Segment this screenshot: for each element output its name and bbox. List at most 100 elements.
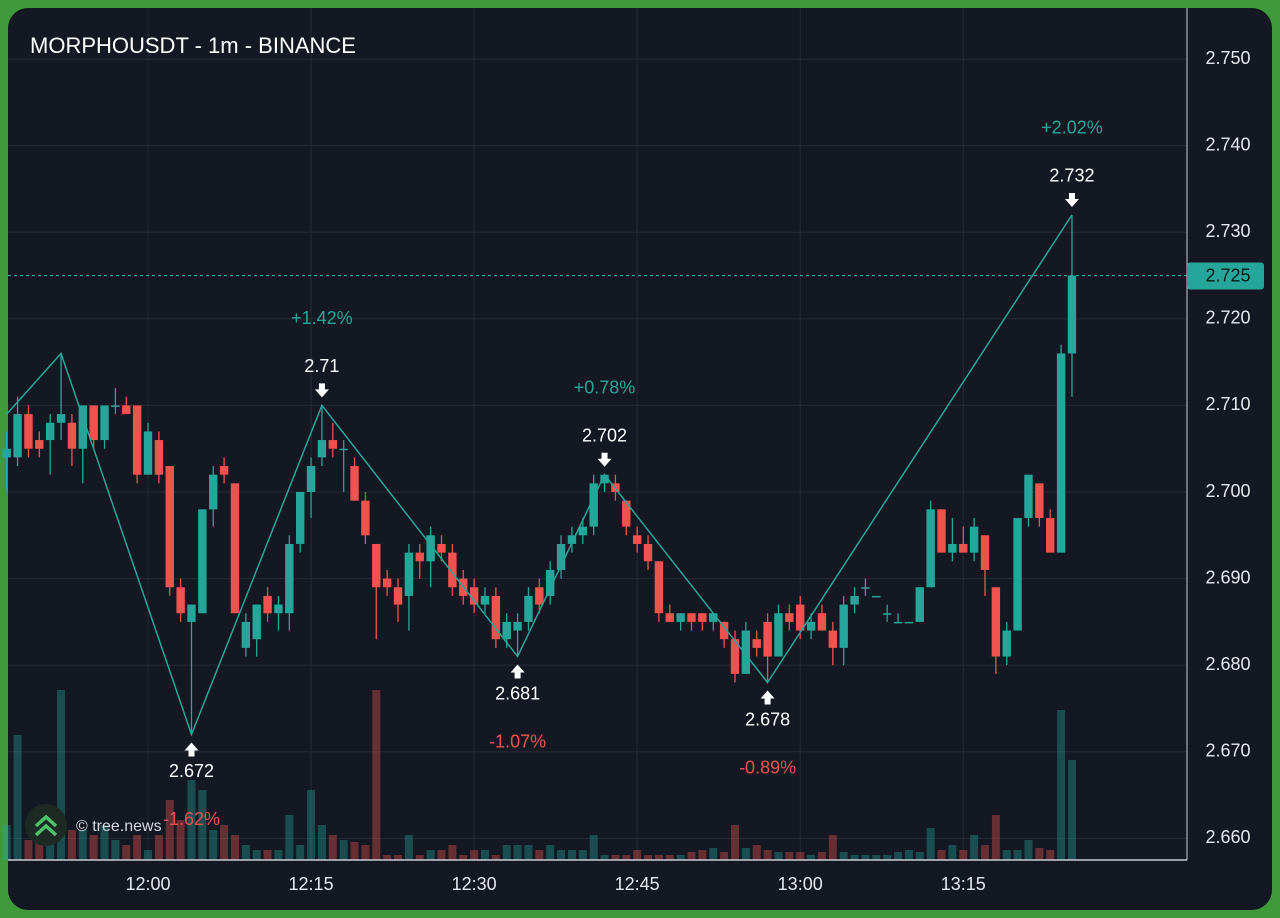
candle-body — [198, 509, 207, 614]
candle-body — [111, 405, 120, 407]
volume-bar — [328, 835, 337, 860]
volume-bar — [926, 828, 935, 860]
volume-bar — [350, 842, 359, 860]
y-tick-label: 2.730 — [1205, 221, 1250, 241]
candle-body — [328, 440, 337, 449]
x-tick-label: 12:00 — [125, 874, 170, 894]
pivot-arrow — [597, 452, 612, 467]
candle-body — [448, 552, 457, 588]
volume-bar — [763, 850, 772, 860]
volume-bar — [404, 835, 413, 860]
candle-body — [861, 587, 870, 589]
candle-body — [535, 587, 544, 605]
candle-body — [143, 431, 153, 475]
candle-body — [317, 440, 327, 458]
candle-body — [122, 405, 131, 415]
volume-bar — [991, 815, 1000, 860]
volume-bar — [644, 855, 653, 860]
candle-body — [491, 595, 501, 640]
candle-body — [763, 621, 772, 657]
candle-body — [709, 613, 718, 622]
volume-bar — [383, 855, 392, 860]
volume-bar — [176, 820, 185, 860]
volume-bar — [600, 855, 609, 860]
candle-body — [176, 587, 185, 614]
candle-body — [295, 492, 305, 544]
candle-body — [230, 483, 240, 614]
candle-body — [556, 543, 566, 570]
candle-body — [285, 543, 294, 614]
candle-body — [274, 604, 283, 614]
candle-body — [774, 613, 783, 657]
candle-body — [796, 604, 805, 631]
y-tick-label: 2.750 — [1205, 48, 1250, 68]
pivot-change: +1.42% — [291, 308, 353, 328]
volume-bar — [1046, 850, 1055, 860]
volume-bar — [828, 835, 837, 860]
pivot-label: 2.678 — [745, 709, 790, 729]
volume-bar — [263, 850, 272, 860]
y-tick-label: 2.680 — [1205, 654, 1250, 674]
candle-body — [578, 526, 588, 536]
volume-bar — [796, 852, 805, 860]
volume-bar — [133, 835, 142, 860]
volume-bar — [872, 855, 881, 860]
volume-bar — [24, 840, 33, 860]
pivot-arrow — [184, 742, 199, 757]
candle-body — [415, 552, 424, 562]
candle-body — [969, 526, 979, 553]
volume-bar — [426, 850, 435, 860]
last-price-box — [1187, 262, 1264, 290]
volume-bar — [981, 845, 989, 860]
candle-body — [839, 604, 848, 648]
y-tick-label: 2.670 — [1205, 741, 1250, 761]
candle-body — [67, 422, 77, 449]
volume-bar — [57, 690, 66, 860]
candle-body — [1056, 353, 1066, 553]
volume-bar — [459, 855, 468, 860]
pivot-label: 2.732 — [1049, 166, 1094, 186]
volume-bar — [144, 850, 153, 860]
candle-body — [339, 448, 348, 451]
volume-bar — [296, 845, 305, 860]
candle-body — [937, 509, 946, 553]
pivot-arrow — [760, 690, 775, 705]
panel — [8, 8, 1272, 910]
candle-body — [480, 595, 490, 605]
candle-body — [187, 604, 196, 622]
candle-body — [904, 621, 914, 624]
volume-bar — [709, 848, 718, 860]
volume-bar — [448, 845, 457, 860]
candle-body — [24, 414, 33, 449]
candle-body — [393, 587, 403, 605]
volume-bar — [285, 815, 294, 860]
candle-body — [372, 543, 381, 588]
x-tick-label: 12:15 — [289, 874, 334, 894]
volume-bar — [252, 850, 261, 860]
candle-body — [991, 587, 1001, 657]
volume-bar — [502, 845, 511, 860]
pivot-label: 2.702 — [582, 425, 627, 445]
candle-body — [676, 613, 685, 622]
pivot-change: +0.78% — [574, 377, 636, 397]
volume-bar — [1035, 848, 1044, 860]
volume-bar — [209, 830, 218, 860]
volume-bar — [535, 850, 544, 860]
candle-body — [806, 621, 816, 631]
volume-bar — [1002, 850, 1011, 860]
volume-bar — [633, 850, 642, 860]
candle-body — [741, 630, 751, 674]
volume-bar — [1057, 710, 1066, 860]
pivot-label: 2.681 — [495, 683, 540, 703]
pivot-change: -1.07% — [489, 731, 546, 751]
overlay-layer: 2.672 -1.62% 2.71 +1.42% 2.681 -1.07% 2.702 +0.… — [6, 118, 1187, 829]
candle-body — [872, 595, 881, 598]
candle-body — [752, 639, 761, 648]
candle-body — [687, 613, 696, 622]
candle-body — [828, 630, 838, 648]
candle-body — [915, 587, 924, 622]
volume-bar — [687, 852, 696, 860]
candle-body — [1035, 483, 1044, 518]
volume-bar — [622, 855, 631, 860]
candle-body — [567, 535, 577, 544]
